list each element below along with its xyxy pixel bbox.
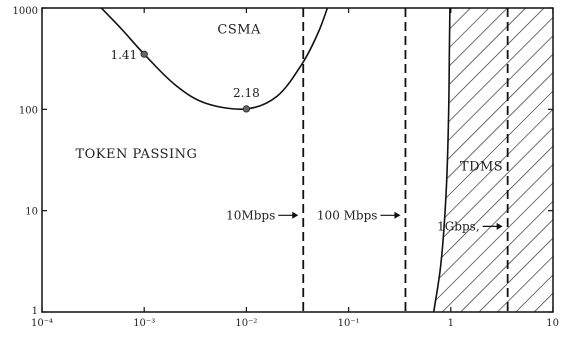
axis-tick-layer: 10⁻⁴ 10⁻³ 10⁻² 10⁻¹ 1 10 1000 100 10 1 <box>13 6 559 329</box>
x-tick-label: 10⁻² <box>235 318 257 329</box>
marked-point-label: 1.41 <box>110 48 137 62</box>
y-tick-label: 100 <box>19 105 38 116</box>
x-tick-label: 10⁻⁴ <box>31 318 53 329</box>
tdms-boundary-curve <box>432 8 451 312</box>
marked-point-layer: 1.41 2.18 <box>110 48 260 113</box>
y-tick-label: 1 <box>32 306 38 317</box>
x-tick-label: 10 <box>546 318 559 329</box>
hatched-region-layer <box>433 8 553 312</box>
region-label: CSMA <box>217 23 261 38</box>
marked-point <box>140 50 148 58</box>
vertical-line-layer <box>302 8 509 312</box>
speed-label: 100 Mbps <box>317 208 378 222</box>
speed-arrow-head <box>496 222 503 230</box>
region-label: TDMS <box>460 159 503 174</box>
region-label: TOKEN PASSING <box>75 147 197 162</box>
y-tick-label: 1000 <box>13 6 38 17</box>
tdms-hatched-region <box>433 8 553 312</box>
plot-frame <box>41 7 554 313</box>
curve-layer <box>100 8 451 312</box>
speed-label: 1Gbps, <box>437 219 480 233</box>
y-tick-label: 10 <box>25 207 38 218</box>
x-tick-label: 10⁻³ <box>133 318 155 329</box>
marked-point <box>242 105 250 113</box>
marked-point-label: 2.18 <box>233 86 260 100</box>
x-tick-label: 1 <box>448 318 454 329</box>
speed-arrow-head <box>394 211 401 219</box>
speed-label: 10Mbps <box>226 208 275 222</box>
csma-boundary-curve <box>100 8 329 110</box>
label-layer: 10Mbps 100 Mbps 1Gbps, CSMA TOKEN PASSING TDM… <box>75 23 503 234</box>
x-tick-label: 10⁻¹ <box>338 318 360 329</box>
speed-arrow-head <box>292 211 299 219</box>
